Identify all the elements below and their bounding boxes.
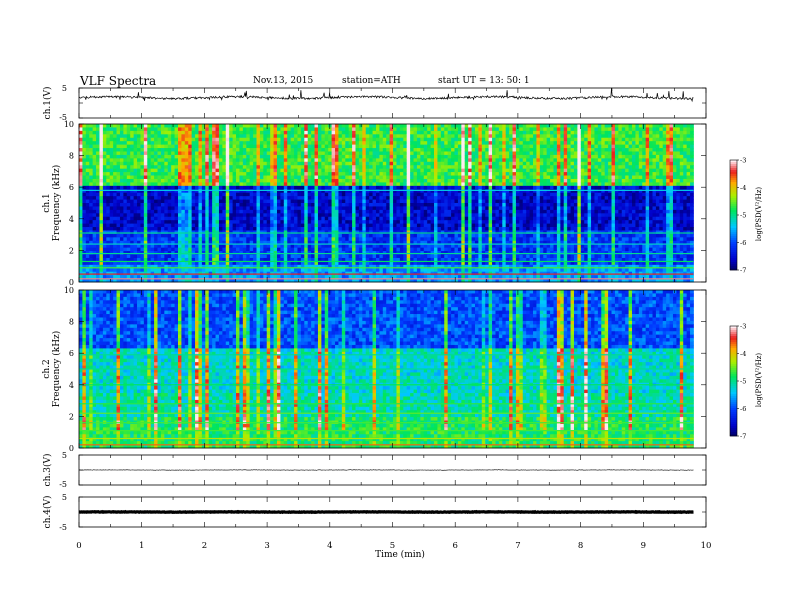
ch1-colorbar-label: log(PSD(V²/Hz)	[755, 187, 763, 242]
time-tick-label: 3	[264, 541, 269, 551]
time-tick-label: 8	[578, 541, 583, 551]
time-tick-label: 4	[327, 541, 332, 551]
p2-ytick-label: 8	[69, 152, 74, 161]
ch2-colorbar-label: log(PSD(V²/Hz)	[755, 353, 763, 408]
p2-ytick-label: 2	[69, 246, 74, 255]
start-time-label: start UT = 13: 50: 1	[438, 76, 530, 86]
figure-title: VLF Spectra	[79, 74, 156, 88]
time-axis-label: Time (min)	[375, 549, 425, 560]
ch1-colorbar: -3 -4 -5 -6 -7	[729, 157, 746, 275]
time-tick-label: 5	[390, 541, 395, 551]
p3-ytick-label: 6	[69, 349, 74, 358]
ch1-spectrogram-ylabel: ch.1	[42, 193, 52, 212]
p2-colorbar-tick: -7	[740, 267, 746, 275]
p3-colorbar-tick: -7	[740, 433, 746, 441]
ch4-ytick-top: 5	[62, 493, 67, 502]
ch3-ytick-top: 5	[62, 451, 67, 460]
ch4-ylabel: ch.4(V)	[42, 496, 53, 529]
time-tick-label: 1	[139, 541, 144, 551]
ch1-ytick-top: 5	[62, 84, 67, 93]
p3-colorbar-tick: -3	[740, 323, 746, 331]
ch2-frequency-ylabel: Frequency (kHz)	[51, 331, 62, 408]
ch1-waveform-panel: 5 -5 ch.1(V)	[42, 84, 707, 122]
p3-ytick-label: 4	[69, 381, 74, 390]
p2-colorbar-tick: -4	[740, 184, 746, 192]
p3-colorbar-tick: -6	[740, 405, 746, 413]
p2-ytick-label: 6	[69, 183, 74, 192]
time-tick-label: 10	[701, 541, 712, 551]
time-tick-label: 6	[452, 541, 457, 551]
date-label: Nov.13, 2015	[253, 76, 314, 86]
time-axis: 0 1 2 3 4 5 6 7 8 9 10	[76, 541, 711, 551]
ch4-waveform-trace	[79, 509, 694, 515]
p3-ytick-label: 2	[69, 412, 74, 421]
ch1-ylabel: ch.1(V)	[42, 87, 53, 120]
ch1-spectrogram-image	[79, 124, 706, 283]
p3-ytick-label: 10	[64, 286, 74, 295]
ch3-waveform-panel: 5 -5 ch.3(V)	[42, 451, 707, 489]
ch3-waveform-trace	[78, 469, 694, 471]
time-tick-label: 0	[76, 541, 81, 551]
ch1-ytick-bottom: -5	[59, 113, 67, 122]
time-tick-label: 7	[515, 541, 520, 551]
ch2-spectrogram-ylabel: ch.2	[42, 359, 52, 378]
time-tick-label: 9	[641, 541, 646, 551]
p2-ytick-label: 10	[64, 120, 74, 129]
ch3-ytick-bottom: -5	[59, 480, 67, 489]
p2-colorbar-tick: -6	[740, 239, 746, 247]
ch4-ytick-bottom: -5	[59, 523, 67, 532]
p2-colorbar-tick: -3	[740, 157, 746, 165]
ch2-spectrogram-image	[79, 290, 706, 449]
p3-ytick-label: 8	[69, 318, 74, 327]
ch1-frequency-ylabel: Frequency (kHz)	[51, 165, 62, 242]
ch4-waveform-panel: 5 -5 ch.4(V)	[42, 493, 707, 532]
p3-ytick-label: 0	[69, 444, 74, 453]
ch1-waveform-trace	[78, 87, 694, 103]
ch2-colorbar: -3 -4 -5 -6 -7	[729, 323, 746, 441]
p3-colorbar-tick: -4	[740, 350, 746, 358]
p2-ytick-label: 0	[69, 278, 74, 287]
p2-ytick-label: 4	[69, 215, 74, 224]
time-tick-label: 2	[202, 541, 207, 551]
ch3-ylabel: ch.3(V)	[42, 454, 53, 487]
p3-colorbar-tick: -5	[740, 378, 746, 386]
p2-colorbar-tick: -5	[740, 212, 746, 220]
station-label: station=ATH	[342, 76, 401, 86]
